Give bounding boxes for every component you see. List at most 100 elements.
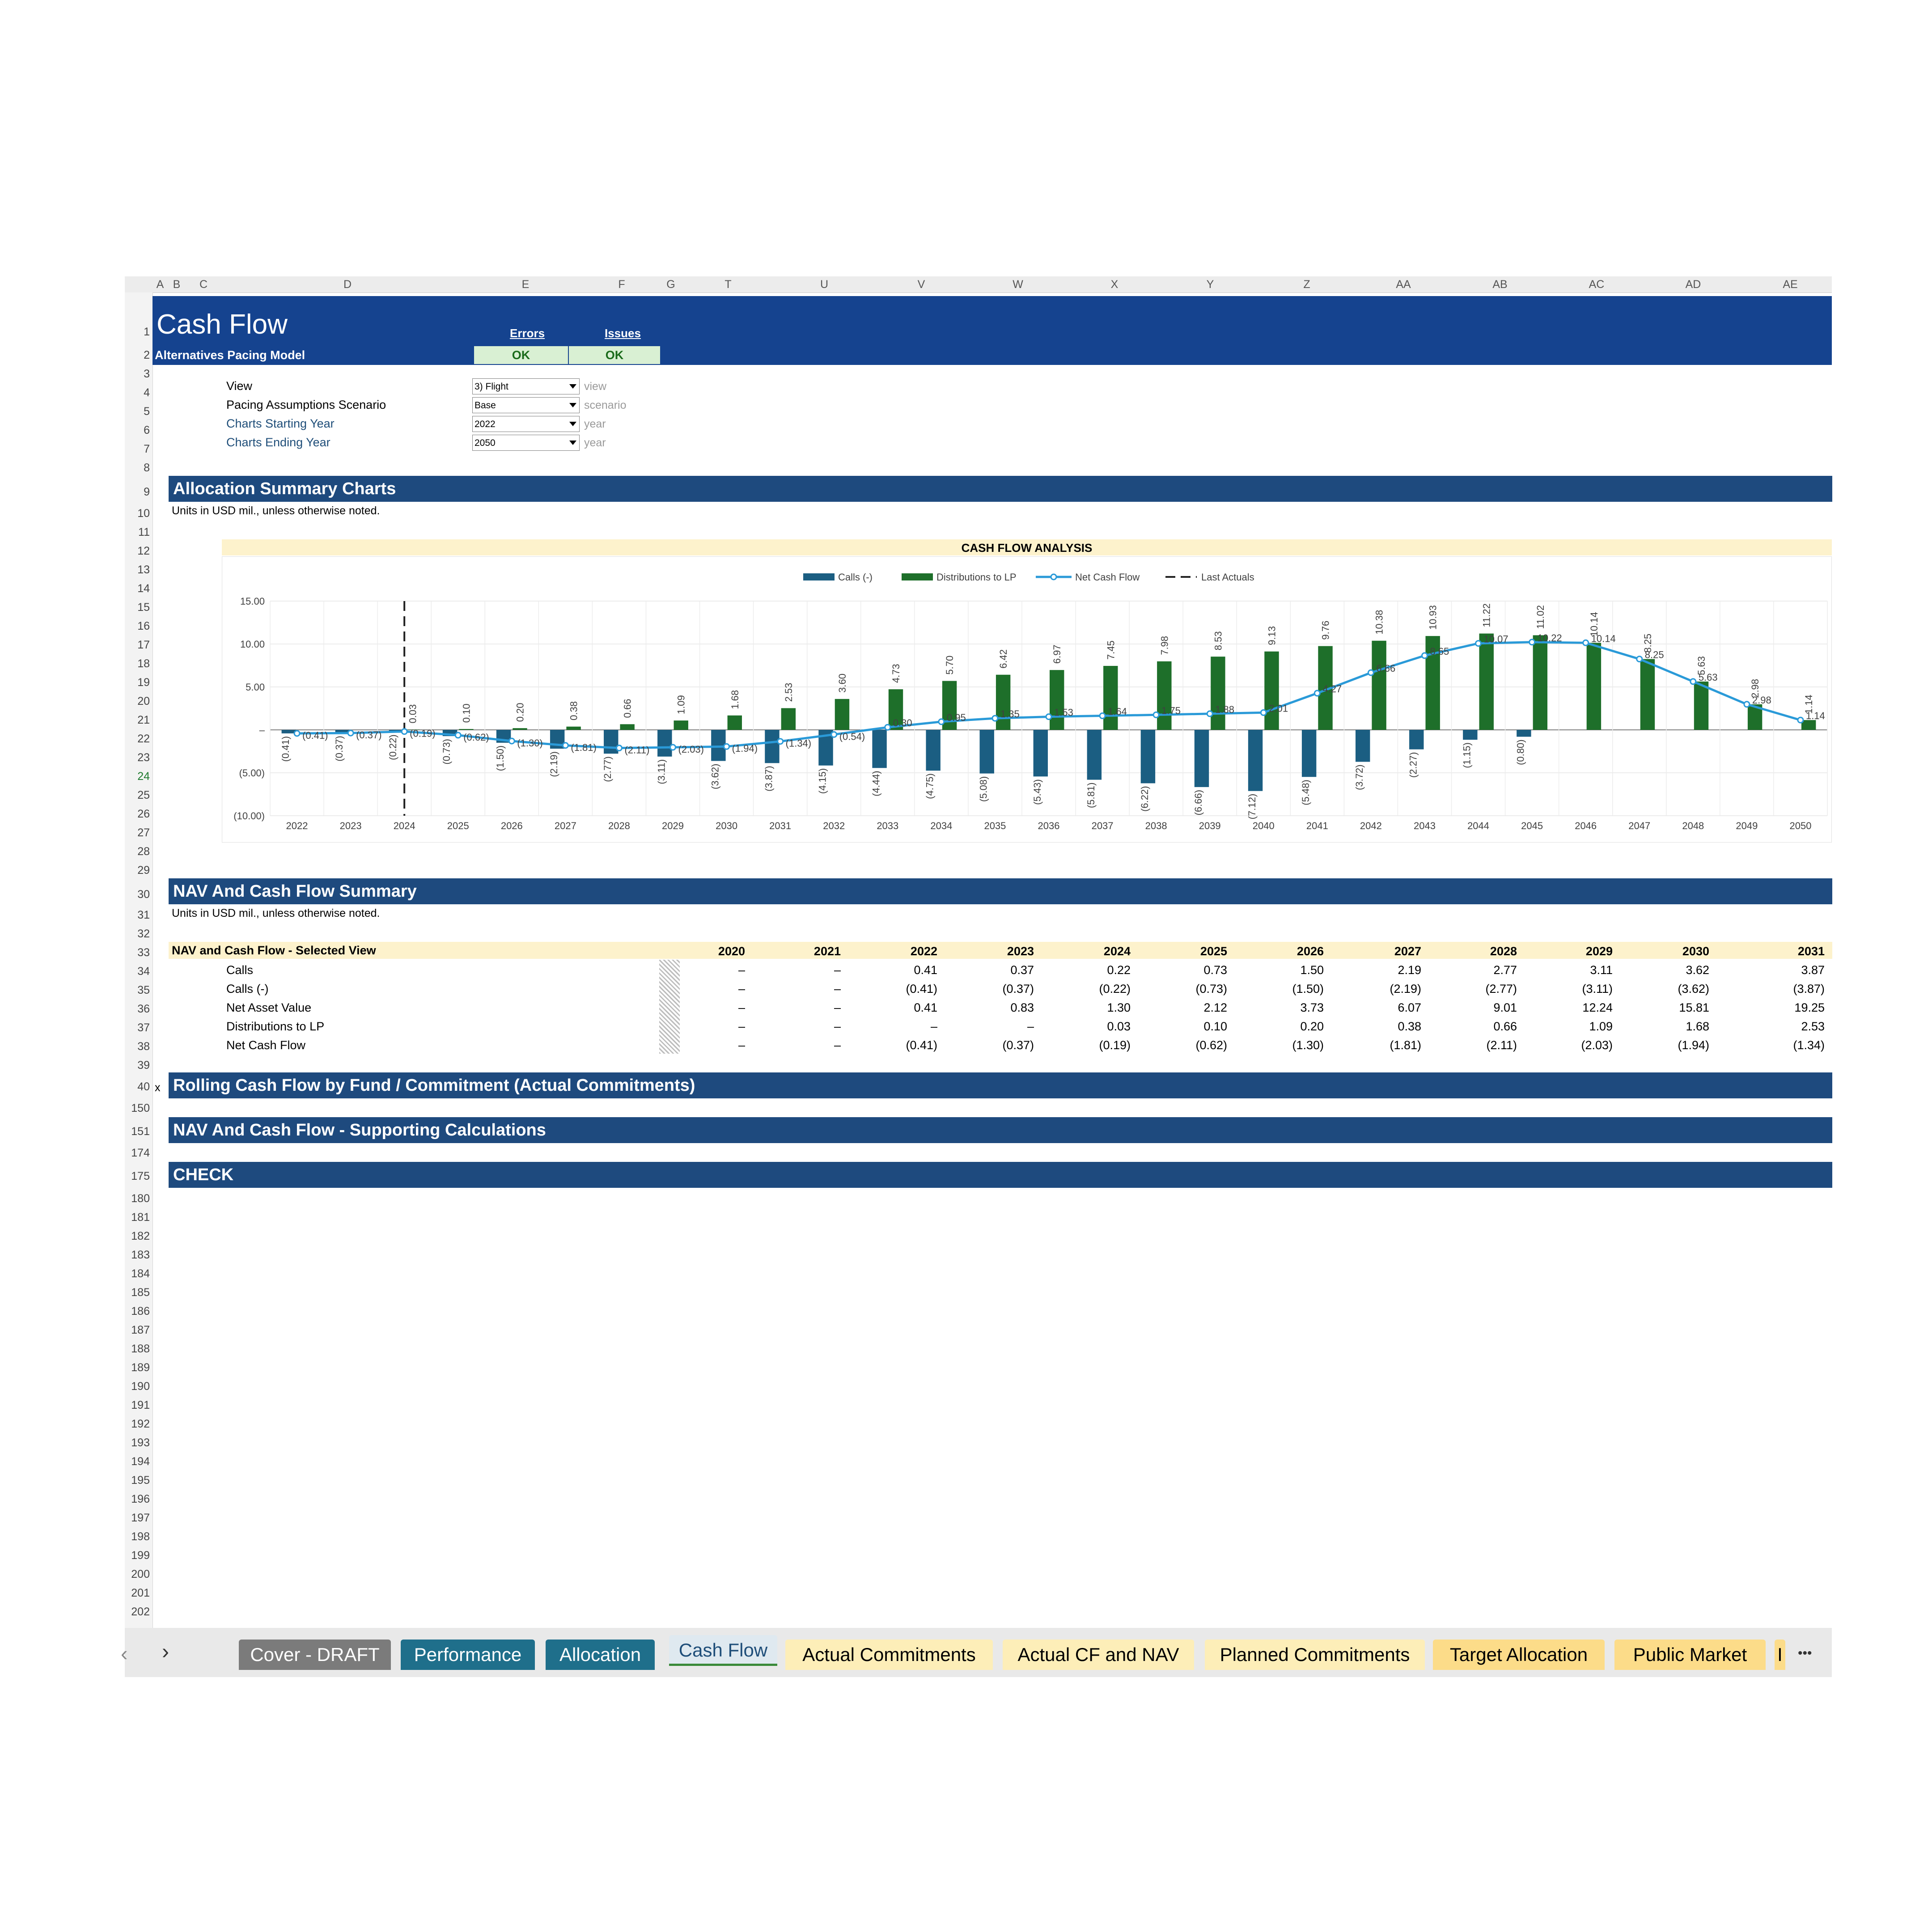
table-cell[interactable]: 2.53 xyxy=(1801,1020,1825,1033)
row-number[interactable]: 17 xyxy=(137,639,150,651)
row-number[interactable]: 187 xyxy=(131,1324,150,1336)
input-dropdown[interactable]: 2022 xyxy=(472,416,580,432)
row-number[interactable]: 13 xyxy=(137,564,150,576)
sheet-tab[interactable]: Allocation xyxy=(546,1640,655,1670)
column-letter[interactable]: AA xyxy=(1396,278,1411,291)
table-cell[interactable]: 2.19 xyxy=(1398,963,1421,977)
table-cell[interactable]: 0.37 xyxy=(1010,963,1034,977)
row-number[interactable]: 200 xyxy=(131,1568,150,1580)
column-letter[interactable]: B xyxy=(173,278,181,291)
row-number[interactable]: 180 xyxy=(131,1192,150,1205)
row-number[interactable]: 190 xyxy=(131,1380,150,1393)
row-number[interactable]: 31 xyxy=(137,909,150,921)
column-letter[interactable]: T xyxy=(724,278,732,291)
row-number[interactable]: 26 xyxy=(137,808,150,820)
sheet-tab[interactable]: Actual CF and NAV xyxy=(1003,1640,1194,1670)
row-number[interactable]: 201 xyxy=(131,1587,150,1599)
table-cell[interactable]: (0.22) xyxy=(1099,982,1131,996)
table-cell[interactable]: 2.12 xyxy=(1203,1001,1227,1014)
table-cell[interactable]: (1.30) xyxy=(1292,1038,1324,1052)
row-number[interactable]: 39 xyxy=(137,1059,150,1072)
table-cell[interactable]: (0.37) xyxy=(1002,982,1034,996)
row-number[interactable]: 8 xyxy=(144,462,150,474)
section-rolling[interactable]: Rolling Cash Flow by Fund / Commitment (… xyxy=(169,1072,1832,1098)
row-number[interactable]: 3 xyxy=(144,368,150,380)
row-number[interactable]: 191 xyxy=(131,1399,150,1411)
table-cell[interactable]: 0.20 xyxy=(1300,1020,1324,1033)
row-number[interactable]: 16 xyxy=(137,620,150,632)
row-number[interactable]: 151 xyxy=(131,1125,150,1138)
row-number[interactable]: 28 xyxy=(137,845,150,858)
column-letter[interactable]: A xyxy=(156,278,164,291)
column-letter[interactable]: V xyxy=(917,278,925,291)
table-cell[interactable]: 3.62 xyxy=(1686,963,1709,977)
column-letter[interactable]: AB xyxy=(1492,278,1508,291)
table-cell[interactable]: (2.77) xyxy=(1485,982,1517,996)
chevron-down-icon[interactable] xyxy=(569,441,576,445)
row-number[interactable]: 18 xyxy=(137,657,150,670)
row-number[interactable]: 36 xyxy=(137,1003,150,1015)
table-cell[interactable]: 0.83 xyxy=(1010,1001,1034,1014)
row-number[interactable]: 25 xyxy=(137,789,150,801)
column-letter[interactable]: W xyxy=(1013,278,1023,291)
table-cell[interactable]: 12.24 xyxy=(1582,1001,1613,1014)
table-cell[interactable]: 3.73 xyxy=(1300,1001,1324,1014)
row-number[interactable]: 174 xyxy=(131,1147,150,1159)
row-number[interactable]: 189 xyxy=(131,1361,150,1374)
sheet-tab[interactable]: Cover - DRAFT xyxy=(239,1640,391,1670)
row-number[interactable]: 21 xyxy=(137,714,150,726)
tab-next-icon[interactable]: › xyxy=(162,1640,169,1664)
table-cell[interactable]: (0.62) xyxy=(1195,1038,1227,1052)
table-cell[interactable]: – xyxy=(1027,1020,1034,1033)
table-cell[interactable]: (2.11) xyxy=(1486,1038,1517,1052)
table-cell[interactable]: – xyxy=(834,1020,841,1033)
row-number[interactable]: 34 xyxy=(137,965,150,978)
column-letter[interactable]: Y xyxy=(1206,278,1214,291)
input-dropdown[interactable]: 3) Flight xyxy=(472,378,580,394)
row-number[interactable]: 186 xyxy=(131,1305,150,1318)
row-number[interactable]: 182 xyxy=(131,1230,150,1242)
input-dropdown[interactable]: 2050 xyxy=(472,435,580,451)
sheet-tab[interactable]: Actual Commitments xyxy=(785,1640,993,1670)
column-letter[interactable]: C xyxy=(199,278,208,291)
row-number[interactable]: 10 xyxy=(137,507,150,520)
row-number[interactable]: 30 xyxy=(137,888,150,901)
row-number[interactable]: 194 xyxy=(131,1455,150,1468)
table-cell[interactable]: 6.07 xyxy=(1398,1001,1421,1014)
table-cell[interactable]: 0.22 xyxy=(1107,963,1131,977)
row-number[interactable]: 183 xyxy=(131,1249,150,1261)
column-letter[interactable]: F xyxy=(618,278,625,291)
row-number[interactable]: 33 xyxy=(137,946,150,959)
column-letter[interactable]: AD xyxy=(1685,278,1701,291)
row-number[interactable]: 175 xyxy=(131,1170,150,1182)
table-cell[interactable]: (0.19) xyxy=(1099,1038,1131,1052)
row-number[interactable]: 192 xyxy=(131,1418,150,1430)
row-number[interactable]: 22 xyxy=(137,733,150,745)
table-cell[interactable]: 0.41 xyxy=(914,963,937,977)
row-number[interactable]: 2 xyxy=(144,349,150,361)
table-cell[interactable]: (0.73) xyxy=(1195,982,1227,996)
table-cell[interactable]: 1.68 xyxy=(1686,1020,1709,1033)
input-dropdown[interactable]: Base xyxy=(472,397,580,413)
row-number[interactable]: 32 xyxy=(137,928,150,940)
row-number[interactable]: 11 xyxy=(138,526,150,538)
table-cell[interactable]: 3.11 xyxy=(1590,963,1613,977)
row-number[interactable]: 24 xyxy=(137,770,150,783)
table-cell[interactable]: – xyxy=(834,1001,841,1014)
column-letter[interactable]: Z xyxy=(1303,278,1310,291)
row-number[interactable]: 196 xyxy=(131,1493,150,1505)
table-cell[interactable]: 0.03 xyxy=(1107,1020,1131,1033)
row-number[interactable]: 181 xyxy=(131,1211,150,1224)
row-number[interactable]: 27 xyxy=(137,826,150,839)
table-cell[interactable]: (3.11) xyxy=(1582,982,1613,996)
row-number[interactable]: 23 xyxy=(137,751,150,764)
table-cell[interactable]: (1.94) xyxy=(1678,1038,1709,1052)
table-cell[interactable]: 0.10 xyxy=(1203,1020,1227,1033)
chevron-down-icon[interactable] xyxy=(569,403,576,407)
table-cell[interactable]: (2.19) xyxy=(1390,982,1421,996)
row-number[interactable]: 14 xyxy=(137,582,150,595)
sheet-tab[interactable]: Target Allocation xyxy=(1433,1640,1605,1670)
group-marker[interactable]: x xyxy=(155,1081,161,1094)
row-number[interactable]: 1 xyxy=(144,326,150,338)
row-number[interactable]: 4 xyxy=(144,386,150,399)
